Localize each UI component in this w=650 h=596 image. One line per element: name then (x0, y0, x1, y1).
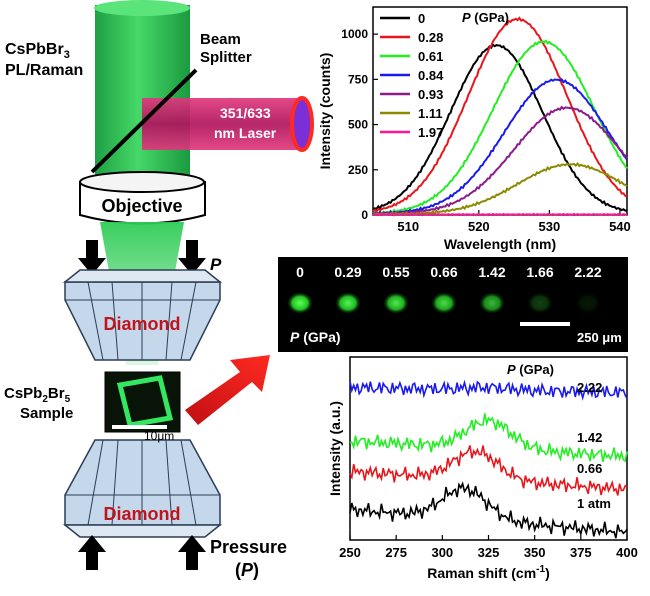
setup-schematic: CsPbBr3 PL/Raman Beam Splitter 351/633 n… (4, 0, 314, 580)
raman-series-label-0: 2.22 (577, 380, 602, 395)
pl-series-1 (372, 16, 628, 213)
micrograph-pressure-2: 0.55 (382, 264, 409, 280)
raman-x-tick-label-0: 250 (339, 545, 361, 560)
micrograph-spot-4 (479, 292, 505, 314)
pl-legend-label-1: 0.28 (418, 30, 443, 45)
micrograph-spot-0 (287, 292, 313, 314)
laser-label-line2: nm Laser (214, 125, 277, 141)
laser-aperture (290, 96, 314, 152)
diamond-label-bottom: Diamond (103, 504, 180, 524)
raman-x-axis-label: Raman shift (cm-1) (427, 564, 550, 581)
pl-series-2 (372, 39, 628, 215)
pressure-label-line2: (P) (235, 560, 259, 580)
pl-legend-label-4: 0.93 (418, 87, 443, 102)
title-label-line2: PL/Raman (5, 62, 83, 79)
raman-x-tick-label-3: 325 (478, 545, 500, 560)
beam-top-face (94, 0, 190, 16)
title-label: CsPbBr3 (5, 41, 70, 61)
raman-series-2 (349, 445, 628, 496)
micrograph-pressure-5: 1.66 (526, 264, 553, 280)
pl-series-6 (372, 212, 627, 217)
beam-splitter-label-line2: Splitter (200, 49, 252, 66)
micrograph-pressure-label: P (GPa) (290, 329, 341, 345)
pl-legend-label-3: 0.84 (418, 68, 444, 83)
pl-y-tick-label-2: 500 (348, 118, 368, 132)
raman-x-tick-label-5: 375 (570, 545, 592, 560)
micrograph-scale-bar (520, 322, 570, 326)
raman-series-label-1: 1.42 (577, 430, 602, 445)
pressure-label-top: P (210, 255, 222, 274)
micrograph-pressure-4: 1.42 (478, 264, 505, 280)
pl-legend-label-2: 0.61 (418, 49, 443, 64)
raman-series-3 (349, 481, 628, 539)
pl-series-0 (372, 43, 627, 212)
diamond-anvil-top (62, 269, 223, 361)
pl-x-tick-label-0: 510 (397, 219, 419, 234)
raman-series-label-2: 0.66 (577, 461, 602, 476)
diamond-label-top: Diamond (103, 314, 180, 334)
raman-series-label-3: 1 atm (577, 496, 611, 511)
pl-legend-label-5: 1.11 (418, 106, 443, 121)
raman-x-tick-label-6: 400 (616, 545, 638, 560)
micrograph-spot-3 (431, 292, 457, 314)
pressure-label: Pressure (210, 537, 287, 557)
laser-label: 351/633 (220, 105, 271, 121)
raman-legend-title: P (GPa) (507, 362, 554, 377)
raman-x-tick-label-4: 350 (524, 545, 546, 560)
sample-label: CsPb2Br5 (4, 385, 71, 405)
pl-y-tick-label-4: 1000 (341, 27, 368, 41)
pl-y-tick-label-3: 750 (348, 72, 368, 86)
objective-label: Objective (101, 196, 182, 216)
sample-scale-label: 10μm (144, 429, 174, 443)
micrograph-spot-5 (527, 292, 553, 314)
raman-series-0 (349, 379, 628, 401)
diamond-anvil-bottom (62, 439, 223, 538)
pl-legend-label-0: 0 (418, 11, 425, 26)
pl-legend-label-6: 1.97 (418, 125, 443, 140)
raman-spectra-chart: 250 275 300 325 350 375 400 Raman shift (cm-1) I… (327, 356, 638, 581)
micrograph-spot-1 (335, 292, 361, 314)
red-arrow (185, 355, 270, 425)
raman-x-tick-label-2: 300 (431, 545, 453, 560)
micrograph-scale-label: 250 μm (577, 330, 622, 345)
beam-splitter-label: Beam (200, 31, 241, 48)
micrograph-spot-2 (383, 292, 409, 314)
micrograph-strip: 0 0.29 0.55 0.66 1.42 1.66 2.22 P (GPa) 250 μm (278, 257, 628, 352)
pl-x-tick-label-2: 530 (539, 219, 561, 234)
raman-y-axis-label: Intensity (a.u.) (327, 401, 343, 496)
objective-lens (79, 171, 206, 225)
pl-y-tick-label-1: 250 (348, 163, 368, 177)
raman-x-tick-label-1: 275 (385, 545, 407, 560)
pl-series-4 (372, 105, 628, 216)
pl-spectra-chart: 510 520 530 540 0 250 500 750 1000 Wavelength (nm… (317, 6, 631, 252)
laser-beam (142, 98, 300, 150)
pl-x-axis-label: Wavelength (nm) (444, 236, 556, 252)
micrograph-pressure-3: 0.66 (430, 264, 457, 280)
pl-series-3 (372, 78, 628, 216)
raman-series-1 (349, 413, 628, 463)
micrograph-pressure-1: 0.29 (334, 264, 361, 280)
micrograph-pressure-6: 2.22 (574, 264, 601, 280)
pl-y-axis-label: Intensity (counts) (317, 53, 333, 170)
sample-crystal (116, 375, 174, 428)
pl-y-tick-label-0: 0 (361, 208, 368, 222)
sample-label-line2: Sample (20, 405, 73, 422)
beam-splitter (90, 68, 198, 174)
micrograph-pressure-0: 0 (296, 264, 304, 280)
sample-scale-bar (112, 425, 167, 429)
pressure-arrows-bottom (78, 535, 206, 570)
pl-legend-title: P (GPa) (462, 10, 509, 25)
pl-x-tick-label-3: 540 (609, 219, 631, 234)
pressure-arrows-top (78, 240, 206, 275)
excitation-beam (95, 5, 190, 185)
micrograph-spot-6 (575, 292, 601, 314)
pl-x-tick-label-1: 520 (468, 219, 490, 234)
